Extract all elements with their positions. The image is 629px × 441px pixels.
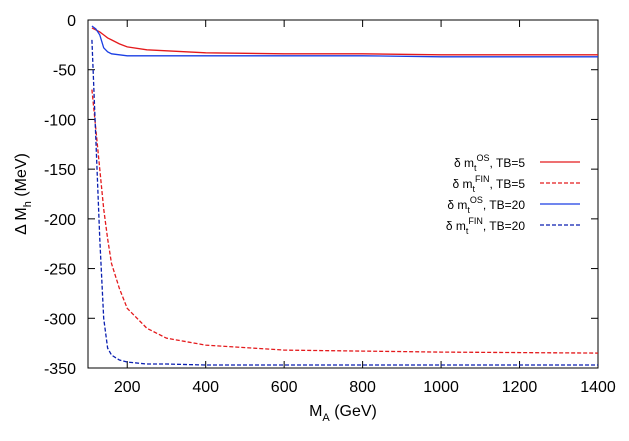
series-line [91, 89, 599, 354]
y-tick-label: 0 [67, 13, 76, 30]
legend-text: δ m [446, 219, 466, 233]
y-label-main: Δ M [13, 207, 30, 235]
legend-label: δ mtOS, TB=5 [454, 153, 525, 173]
x-label-unit: (GeV) [330, 403, 377, 420]
legend-text: δ m [447, 198, 467, 212]
legend-text: δ m [453, 177, 473, 191]
legend-sup: OS [477, 153, 490, 163]
legend-sub: t [467, 205, 470, 215]
x-tick-label: 1200 [502, 379, 538, 396]
legend-sub: t [466, 226, 469, 236]
x-label-sub: A [322, 412, 330, 424]
y-tick-label: -250 [44, 262, 76, 279]
y-label-sub: h [22, 201, 34, 207]
legend-label: δ mtOS, TB=20 [447, 195, 525, 215]
legend-sup: OS [470, 195, 483, 205]
y-tick-label: -200 [44, 212, 76, 229]
legend-sup: FIN [468, 216, 483, 226]
series-line [91, 27, 598, 56]
x-tick-label: 600 [271, 379, 298, 396]
x-tick-label: 1400 [580, 379, 616, 396]
legend-text-rest: , TB=5 [490, 156, 526, 170]
legend-sup: FIN [475, 174, 490, 184]
y-tick-label: -100 [44, 112, 76, 129]
legend-text-rest: , TB=20 [483, 219, 525, 233]
series-line [91, 25, 598, 58]
x-tick-label: 800 [349, 379, 376, 396]
y-label-unit: (MeV) [13, 153, 30, 201]
x-tick-label: 400 [192, 379, 219, 396]
legend-text-rest: , TB=5 [490, 177, 526, 191]
x-tick-label: 1000 [423, 379, 459, 396]
y-tick-label: -50 [53, 63, 76, 80]
y-tick-label: -300 [44, 311, 76, 328]
legend-label: δ mtFIN, TB=20 [446, 216, 525, 236]
legend-text: δ m [454, 156, 474, 170]
x-axis-label: MA (GeV) [309, 403, 377, 424]
legend-sub: t [473, 184, 476, 194]
y-tick-label: -350 [44, 361, 76, 378]
plot-frame [87, 19, 599, 369]
legend-sub: t [474, 163, 477, 173]
y-axis-label: Δ Mh (MeV) [13, 153, 34, 235]
legend-label: δ mtFIN, TB=5 [453, 174, 526, 194]
x-tick-label: 200 [114, 379, 141, 396]
y-tick-label: -150 [44, 162, 76, 179]
legend-text-rest: , TB=20 [483, 198, 525, 212]
x-label-main: M [309, 403, 322, 420]
series-line [91, 39, 598, 366]
